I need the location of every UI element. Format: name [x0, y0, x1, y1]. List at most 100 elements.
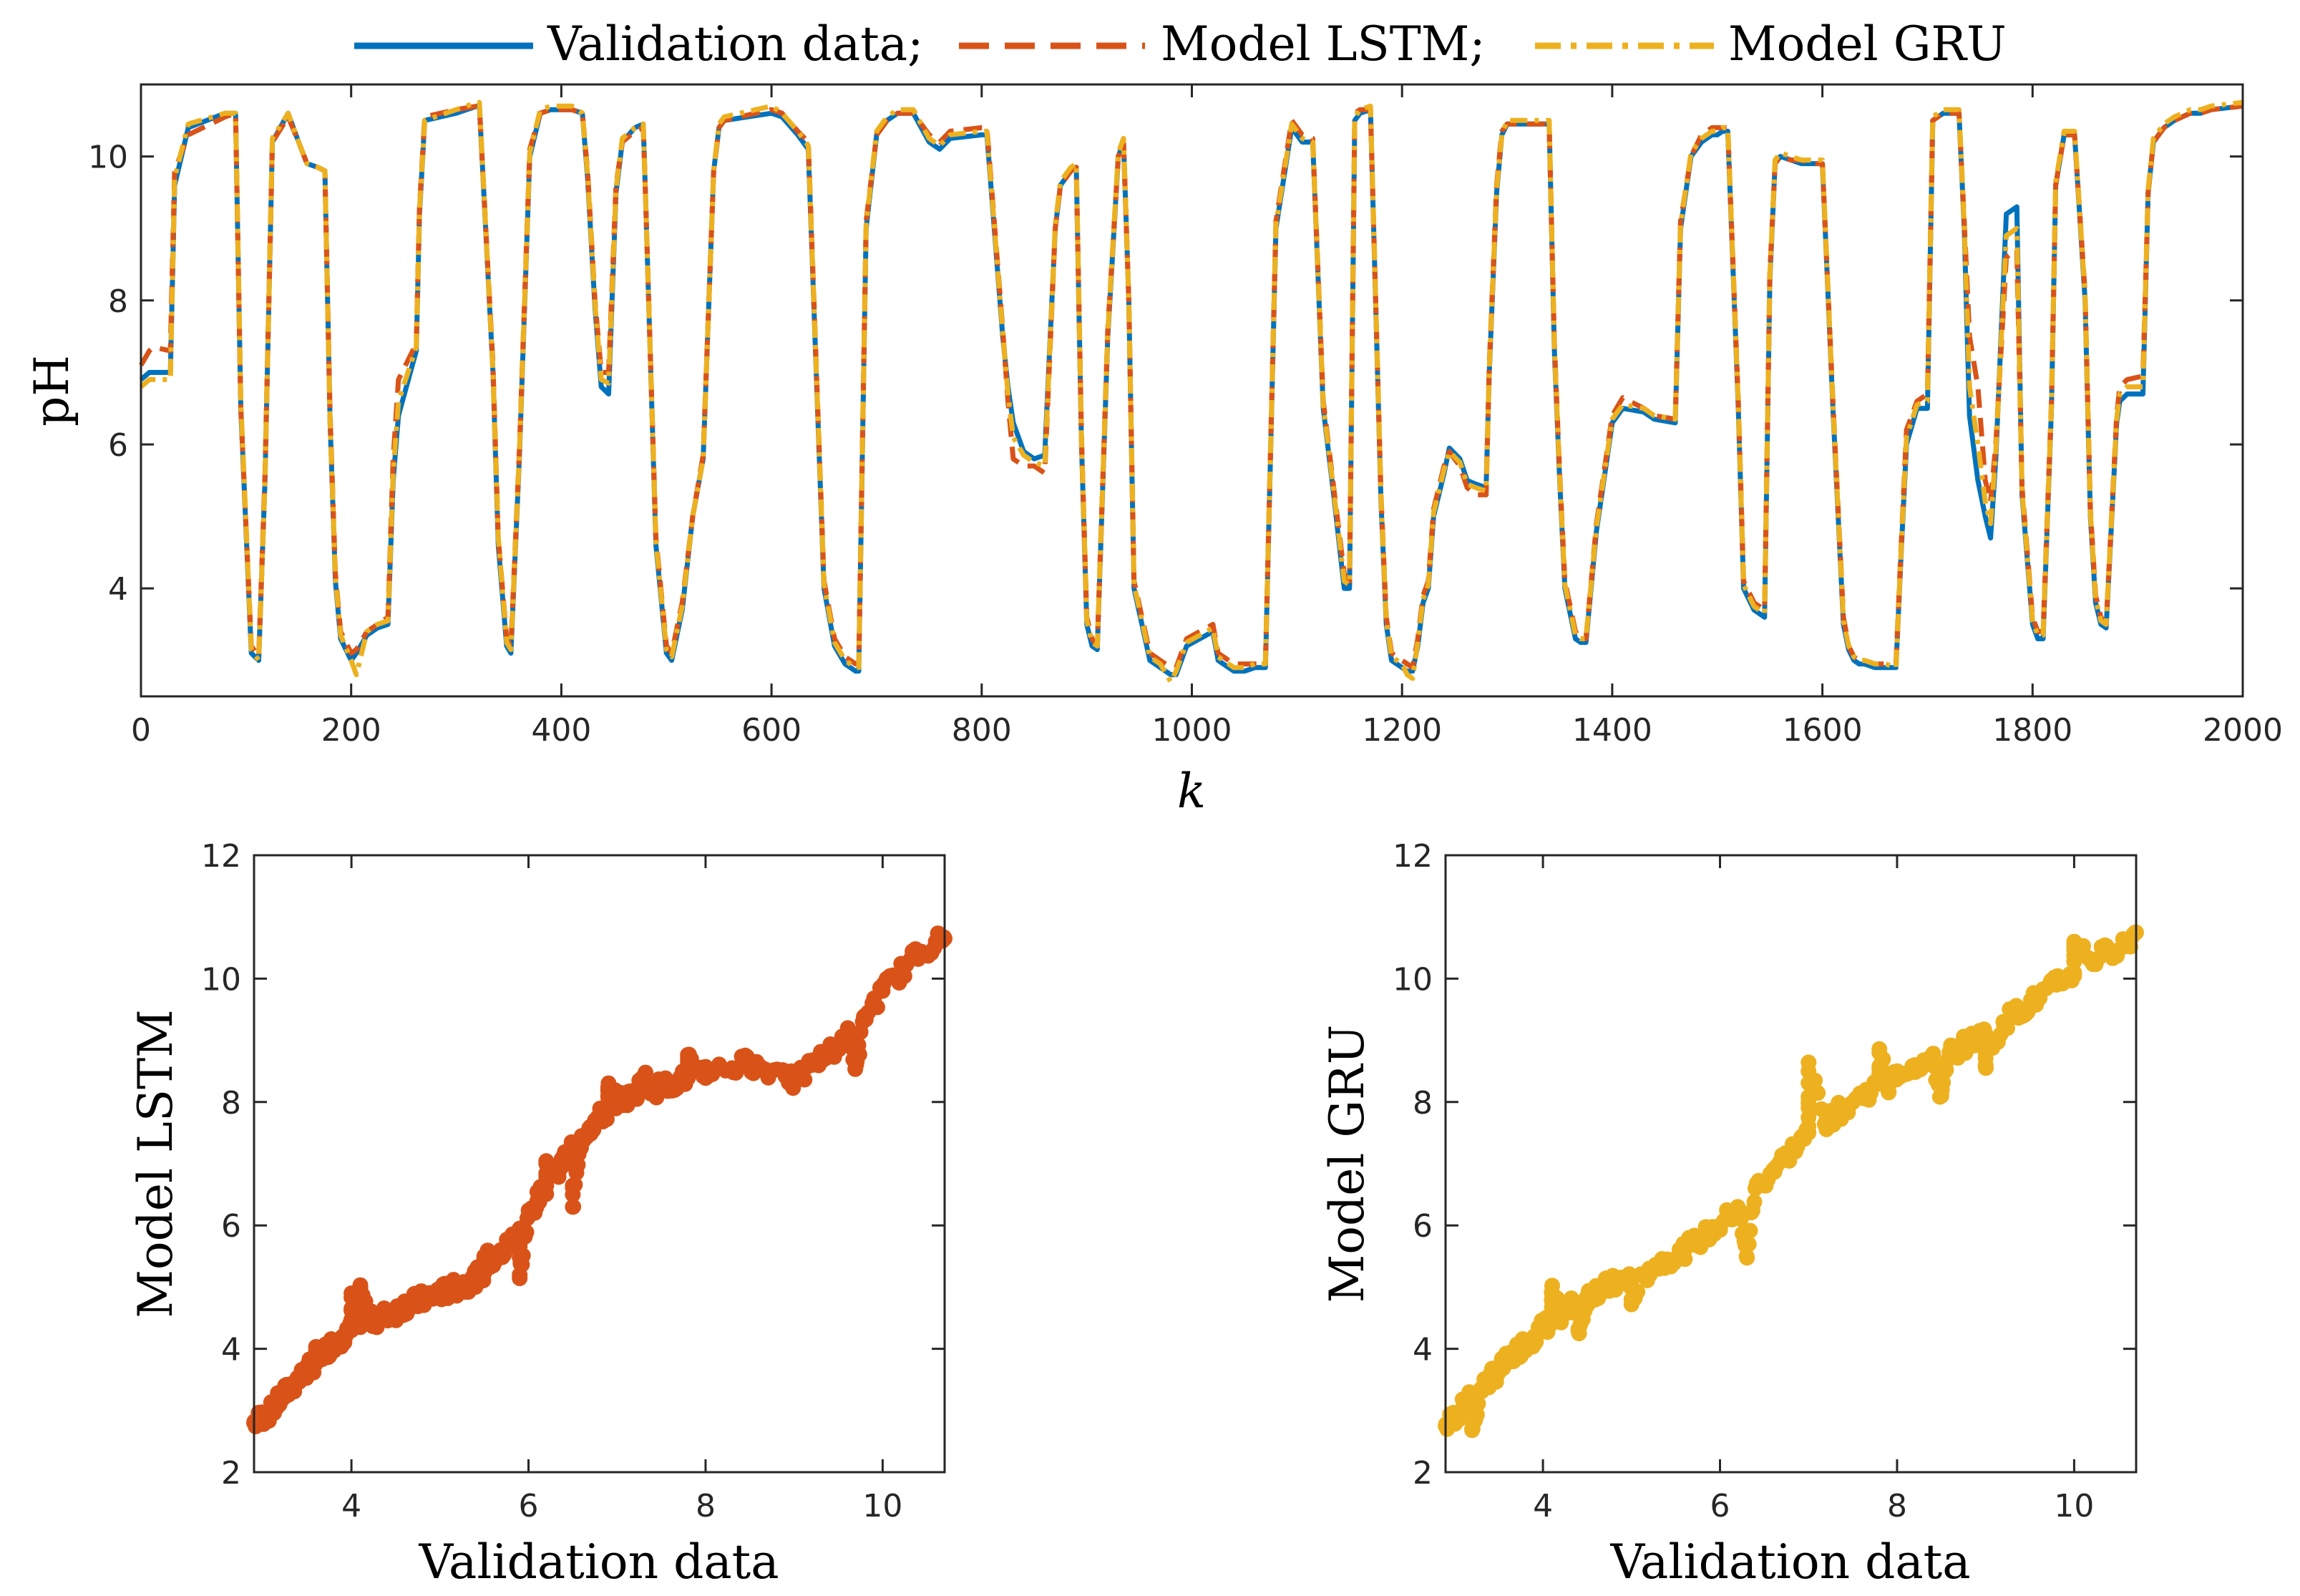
scatter-gru-point	[1800, 1124, 1817, 1141]
scatter-gru-ytick-label: 2	[1413, 1455, 1433, 1492]
scatter-gru-point	[1853, 1088, 1870, 1104]
scatter-lstm-point	[874, 983, 891, 999]
timeseries-xtick-label: 200	[321, 712, 381, 749]
scatter-lstm-point	[644, 1081, 661, 1098]
scatter-gru-point	[1623, 1270, 1639, 1286]
scatter-lstm-point	[515, 1247, 531, 1264]
scatter-gru-point	[1889, 1063, 1905, 1079]
timeseries-ytick-label: 8	[108, 283, 128, 320]
scatter-gru-ytick-label: 10	[1393, 961, 1433, 998]
scatter-lstm-points	[246, 925, 952, 1435]
scatter-lstm-point	[565, 1199, 581, 1215]
scatter-gru-point	[2066, 964, 2082, 981]
timeseries-ytick-label: 4	[108, 571, 128, 608]
scatter-gru-ytick-label: 12	[1393, 838, 1433, 875]
scatter-gru-point	[1942, 1044, 1959, 1061]
scatter-lstm-xlabel: Validation data	[418, 1534, 779, 1590]
scatter-lstm-point	[680, 1069, 696, 1086]
scatter-gru-point	[1765, 1162, 1781, 1178]
scatter-gru-point	[1694, 1230, 1710, 1246]
scatter-gru-point	[2084, 952, 2100, 968]
scatter-lstm-point	[343, 1285, 360, 1301]
scatter-lstm-point	[494, 1245, 510, 1261]
scatter-lstm-point	[724, 1060, 741, 1076]
scatter-gru-point	[2013, 1001, 2029, 1018]
scatter-gru-ticks: 4 6 8 10 2 4 6 8 10 12	[1393, 838, 2136, 1524]
timeseries-ylabel: pH	[24, 355, 79, 427]
timeseries-xtick-label: 1200	[1362, 712, 1442, 749]
timeseries-xtick-label: 1600	[1783, 712, 1863, 749]
scatter-gru-point	[1924, 1051, 1941, 1067]
scatter-gru-point	[2101, 943, 2118, 959]
scatter-lstm-xtick-label: 10	[862, 1488, 902, 1524]
timeseries-xtick-label: 1800	[1992, 712, 2072, 749]
scatter-gru-point	[1742, 1222, 1758, 1239]
scatter-gru-axes: 4 6 8 10 2 4 6 8 10 12 Validation data Model GRU	[1320, 838, 2144, 1590]
scatter-lstm-point	[556, 1152, 572, 1169]
scatter-gru-point	[1871, 1044, 1888, 1061]
scatter-lstm-point	[538, 1156, 555, 1172]
scatter-gru-point	[2066, 933, 2082, 950]
scatter-gru-point	[1995, 1013, 2012, 1030]
timeseries-xtick-label: 1000	[1152, 712, 1232, 749]
scatter-gru-point	[1730, 1199, 1746, 1215]
scatter-lstm-point	[786, 1075, 802, 1091]
scatter-gru-frame	[1444, 854, 2138, 1474]
legend-label-gru: Model GRU	[1728, 16, 2007, 72]
scatter-gru-xtick-label: 10	[2054, 1488, 2094, 1524]
timeseries-xtick-label: 1400	[1572, 712, 1652, 749]
scatter-lstm-point	[857, 1008, 873, 1024]
scatter-gru-ylabel: Model GRU	[1320, 1025, 1375, 1303]
scatter-lstm-point	[698, 1063, 713, 1079]
legend-label-lstm: Model LSTM;	[1161, 16, 1486, 72]
scatter-gru-point	[1464, 1421, 1481, 1437]
scatter-gru-point	[1623, 1291, 1639, 1308]
scatter-lstm-point	[777, 1063, 794, 1079]
scatter-gru-point	[1677, 1242, 1692, 1258]
timeseries-xtick-label: 800	[952, 712, 1012, 749]
scatter-lstm-ytick-label: 4	[221, 1332, 241, 1368]
scatter-lstm-point	[512, 1220, 528, 1237]
scatter-lstm-ytick-label: 10	[201, 961, 241, 998]
timeseries-ytick-label: 6	[108, 427, 128, 464]
timeseries-xtick-label: 600	[741, 712, 801, 749]
scatter-gru-point	[1641, 1260, 1657, 1277]
timeseries-xtick-label: 2000	[2203, 712, 2283, 749]
scatter-gru-xtick-label: 6	[1710, 1488, 1730, 1524]
scatter-gru-xtick-label: 4	[1533, 1488, 1553, 1524]
scatter-lstm-point	[502, 1232, 519, 1249]
scatter-lstm-ylabel: Model LSTM	[128, 1009, 183, 1318]
scatter-lstm-point	[741, 1054, 758, 1070]
scatter-gru-point	[1748, 1180, 1763, 1197]
timeseries-ticks: 0 200 400 600 800 1000 1200 1400 1600 1800 2000 4 6 8…	[88, 84, 2283, 749]
series-gru-line	[139, 99, 2243, 685]
legend-label-validation: Validation data;	[547, 16, 923, 72]
scatter-gru-point	[1746, 1194, 1763, 1210]
scatter-lstm-point	[529, 1192, 545, 1209]
scatter-lstm-point	[804, 1057, 820, 1074]
scatter-lstm-point	[600, 1081, 616, 1098]
scatter-lstm-point	[680, 1054, 696, 1070]
scatter-gru-point	[1738, 1248, 1755, 1265]
scatter-lstm-point	[892, 964, 909, 981]
scatter-lstm-ytick-label: 8	[221, 1085, 241, 1121]
scatter-gru-point	[1570, 1322, 1587, 1338]
scatter-lstm-ytick-label: 12	[201, 838, 241, 875]
scatter-lstm-axes: 4 6 8 10 2 4 6 8 10 12 Validation data Model LSTM	[128, 838, 952, 1590]
scatter-gru-point	[1810, 1085, 1826, 1101]
scatter-lstm-point	[609, 1094, 625, 1110]
scatter-lstm-ytick-label: 6	[221, 1208, 241, 1245]
scatter-lstm-point	[869, 999, 885, 1016]
scatter-gru-point	[2048, 977, 2065, 993]
timeseries-xtick-label: 400	[531, 712, 591, 749]
scatter-lstm-point	[839, 1026, 855, 1042]
legend: Validation data; Model LSTM; Model GRU	[354, 16, 2007, 72]
scatter-gru-point	[1659, 1251, 1675, 1267]
scatter-lstm-point	[263, 1402, 280, 1419]
scatter-gru-ytick-label: 8	[1413, 1085, 1433, 1121]
scatter-gru-point	[1880, 1081, 1896, 1098]
scatter-gru-point	[1740, 1236, 1757, 1252]
scatter-lstm-point	[567, 1177, 583, 1193]
scatter-lstm-point	[848, 1057, 864, 1074]
